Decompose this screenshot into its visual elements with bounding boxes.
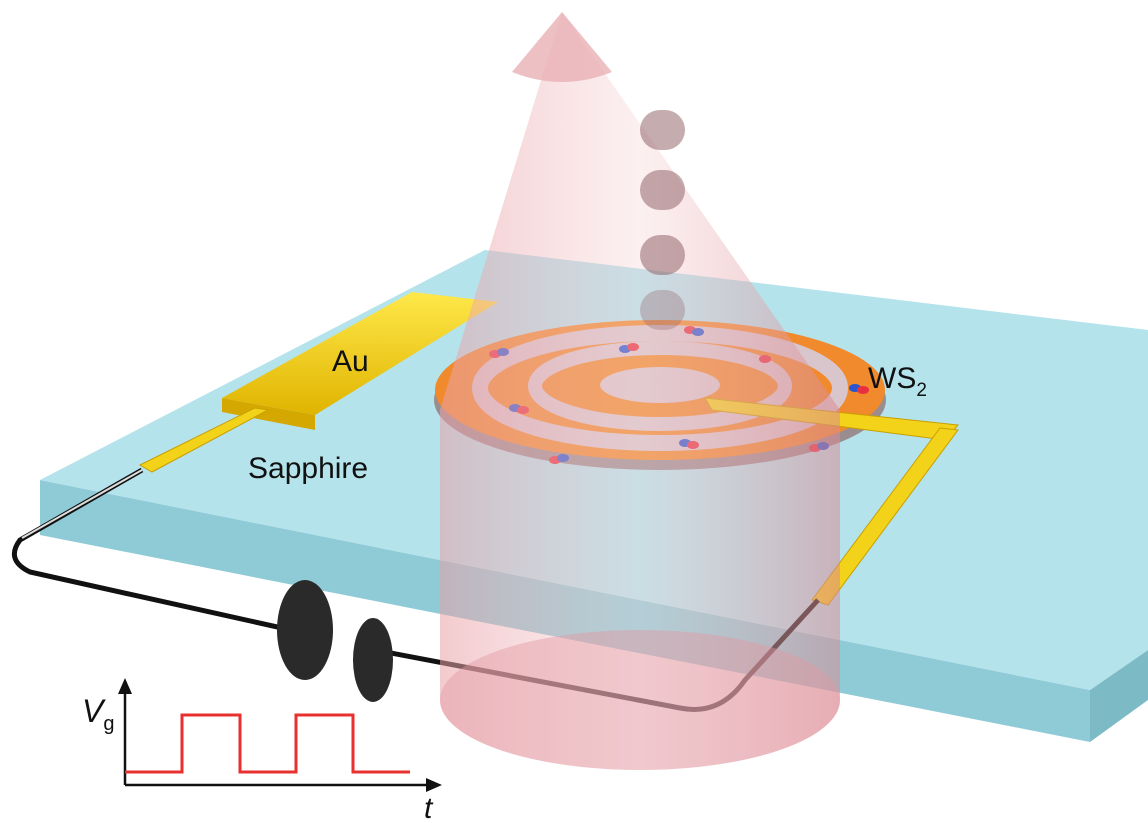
ws2-main: WS bbox=[868, 362, 916, 395]
wire bbox=[11, 467, 301, 635]
au-pad bbox=[222, 292, 498, 415]
au-label: Au bbox=[332, 345, 369, 378]
arrow-head bbox=[512, 12, 612, 82]
substrate-side bbox=[1090, 650, 1148, 742]
time-label: t bbox=[424, 792, 434, 823]
voltage-label: Vg bbox=[82, 693, 114, 735]
pulses bbox=[640, 110, 685, 330]
voltage-plot bbox=[118, 678, 442, 792]
capacitor-plate bbox=[277, 580, 333, 680]
cone-base bbox=[440, 630, 840, 770]
au-lead bbox=[138, 407, 270, 473]
ws2-sub: 2 bbox=[916, 380, 927, 401]
capacitor-plate bbox=[353, 618, 393, 702]
au-pad-side bbox=[222, 398, 315, 430]
sapphire-label: Sapphire bbox=[248, 452, 368, 485]
light-cone bbox=[440, 12, 840, 770]
voltage-sub: g bbox=[103, 713, 114, 735]
wire bbox=[21, 469, 143, 539]
voltage-main: V bbox=[82, 693, 106, 729]
ws2-label: WS2 bbox=[868, 362, 927, 401]
